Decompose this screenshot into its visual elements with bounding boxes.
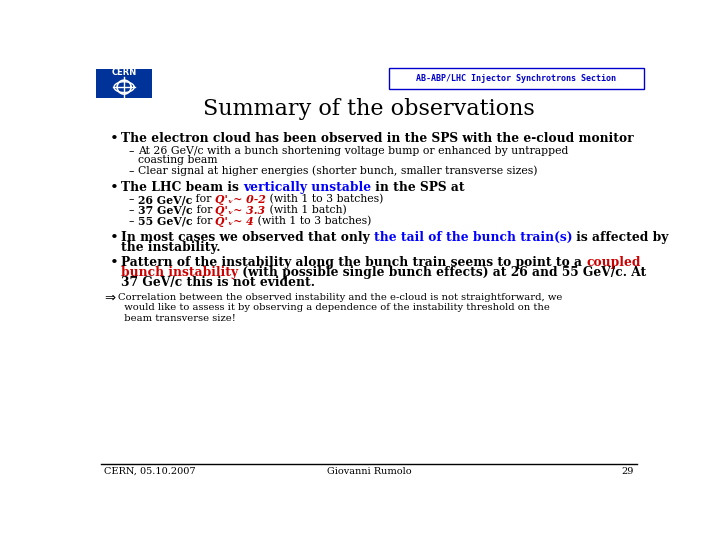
- Text: Q'ᵥ~ 4: Q'ᵥ~ 4: [215, 215, 254, 227]
- Text: (with 1 to 3 batches): (with 1 to 3 batches): [254, 215, 372, 226]
- Text: (with 1 to 3 batches): (with 1 to 3 batches): [266, 194, 384, 205]
- Text: Giovanni Rumolo: Giovanni Rumolo: [327, 467, 411, 476]
- Text: The LHC beam is: The LHC beam is: [121, 181, 243, 194]
- FancyBboxPatch shape: [389, 68, 644, 90]
- Text: 29: 29: [621, 467, 634, 476]
- Text: –: –: [129, 146, 134, 156]
- Text: Clear signal at higher energies (shorter bunch, smaller transverse sizes): Clear signal at higher energies (shorter…: [138, 166, 538, 176]
- Text: (with possible single bunch effects) at 26 and 55 GeV/c. At: (with possible single bunch effects) at …: [238, 266, 647, 279]
- Text: in the SPS at: in the SPS at: [372, 181, 465, 194]
- Text: the instability.: the instability.: [121, 241, 220, 254]
- Text: bunch instability: bunch instability: [121, 266, 238, 279]
- FancyBboxPatch shape: [96, 69, 152, 98]
- Text: is affected by: is affected by: [572, 231, 669, 244]
- Text: for: for: [192, 194, 215, 204]
- Text: 37 GeV/c this is not evident.: 37 GeV/c this is not evident.: [121, 276, 315, 289]
- Text: for: for: [192, 215, 215, 226]
- Text: –: –: [129, 215, 134, 226]
- Text: •: •: [109, 132, 118, 146]
- Text: the tail of the bunch train(s): the tail of the bunch train(s): [374, 231, 572, 244]
- Text: •: •: [109, 256, 118, 270]
- Text: for: for: [192, 205, 215, 215]
- Text: (with 1 batch): (with 1 batch): [266, 205, 346, 215]
- Text: ⇒: ⇒: [104, 292, 115, 305]
- Text: At 26 GeV/c with a bunch shortening voltage bump or enhanced by untrapped: At 26 GeV/c with a bunch shortening volt…: [138, 146, 568, 156]
- Text: The electron cloud has been observed in the SPS with the e-cloud monitor: The electron cloud has been observed in …: [121, 132, 634, 145]
- Text: Q'ᵥ~ 3.3: Q'ᵥ~ 3.3: [215, 205, 266, 216]
- Text: Correlation between the observed instability and the e-cloud is not straightforw: Correlation between the observed instabi…: [118, 293, 562, 322]
- Text: CERN: CERN: [112, 68, 137, 77]
- Text: CERN, 05.10.2007: CERN, 05.10.2007: [104, 467, 196, 476]
- Text: •: •: [109, 181, 118, 195]
- Text: Q'ᵥ~ 0-2: Q'ᵥ~ 0-2: [215, 194, 266, 205]
- Text: coasting beam: coasting beam: [138, 155, 217, 165]
- Text: Summary of the observations: Summary of the observations: [203, 98, 535, 120]
- Text: –: –: [129, 166, 134, 176]
- Text: –: –: [129, 194, 134, 204]
- Text: –: –: [129, 205, 134, 215]
- Text: 37 GeV/c: 37 GeV/c: [138, 205, 192, 216]
- Text: Pattern of the instability along the bunch train seems to point to a: Pattern of the instability along the bun…: [121, 256, 586, 269]
- Text: •: •: [109, 231, 118, 245]
- Text: 26 GeV/c: 26 GeV/c: [138, 194, 192, 205]
- Text: AB-ABP/LHC Injector Synchrotrons Section: AB-ABP/LHC Injector Synchrotrons Section: [416, 74, 616, 83]
- Text: 55 GeV/c: 55 GeV/c: [138, 215, 192, 227]
- Text: In most cases we observed that only: In most cases we observed that only: [121, 231, 374, 244]
- Text: coupled: coupled: [586, 256, 641, 269]
- Text: vertically unstable: vertically unstable: [243, 181, 372, 194]
